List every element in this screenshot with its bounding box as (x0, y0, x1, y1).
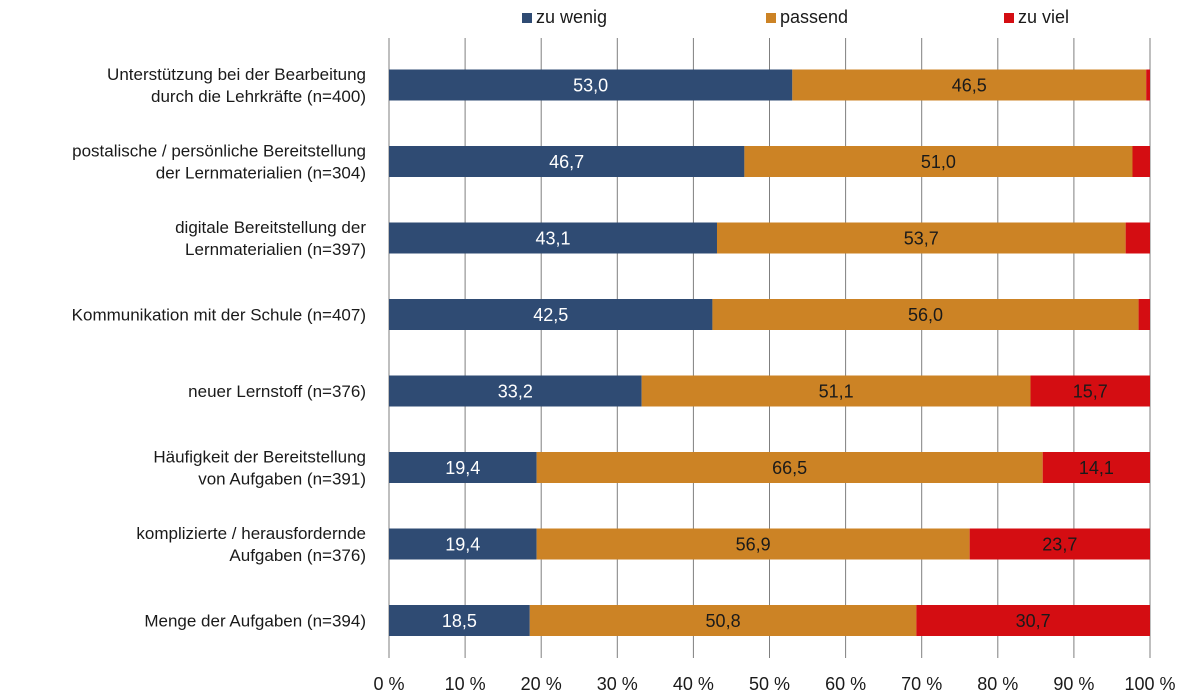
bars: 53,0 46,5 46,7 51,0 43,1 53,7 42,5 56,0 33,2 51,1… (389, 69, 1150, 636)
bar-segment (1138, 299, 1150, 330)
data-label: 18,5 (442, 611, 477, 631)
data-label: 19,4 (445, 535, 480, 555)
category-label: Kommunikation mit der Schule (n=407) (72, 306, 366, 325)
bar-segment (916, 605, 1150, 636)
legend-label: passend (780, 7, 848, 27)
data-label: 51,1 (819, 382, 854, 402)
bar-segment (389, 299, 713, 330)
bar-segment (1042, 452, 1150, 483)
legend-swatch (766, 13, 776, 23)
data-label: 14,1 (1079, 458, 1114, 478)
x-tick-label: 100 % (1124, 674, 1175, 694)
legend-label: zu wenig (536, 7, 607, 27)
category-label: neuer Lernstoff (n=376) (188, 382, 366, 401)
category-label: der Lernmaterialien (n=304) (156, 164, 366, 183)
x-tick-label: 40 % (673, 674, 714, 694)
x-tick-label: 80 % (977, 674, 1018, 694)
bar-segment (1030, 375, 1150, 407)
bar-segment (1125, 222, 1150, 254)
category-labels: Unterstützung bei der Bearbeitung durch d… (72, 65, 367, 631)
bar-segment (389, 69, 793, 101)
bar-segment (389, 528, 537, 560)
data-label: 56,0 (908, 305, 943, 325)
x-tick-label: 0 % (373, 674, 404, 694)
data-label: 15,7 (1073, 382, 1108, 402)
x-tick-label: 60 % (825, 674, 866, 694)
data-label: 23,7 (1042, 535, 1077, 555)
bar-segment (389, 452, 537, 483)
category-label: digitale Bereitstellung der (175, 218, 366, 237)
x-tick-label: 20 % (521, 674, 562, 694)
x-tick-label: 30 % (597, 674, 638, 694)
x-tick-label: 50 % (749, 674, 790, 694)
category-label: durch die Lehrkräfte (n=400) (151, 87, 366, 106)
data-label: 42,5 (533, 305, 568, 325)
bar-segment (536, 452, 1043, 483)
data-label: 50,8 (706, 611, 741, 631)
data-label: 51,0 (921, 152, 956, 172)
bar-segment (969, 528, 1150, 560)
legend-swatch (522, 13, 532, 23)
x-tick-label: 90 % (1053, 674, 1094, 694)
data-label: 46,7 (549, 152, 584, 172)
bar-segment (712, 299, 1139, 330)
bar-segment (389, 375, 642, 407)
legend-label: zu viel (1018, 7, 1069, 27)
category-label: komplizierte / herausfordernde (136, 524, 366, 543)
category-label: postalische / persönliche Bereitstellung (72, 142, 366, 161)
data-label: 53,7 (904, 229, 939, 249)
bar-segment (389, 146, 745, 177)
bar-segment (641, 375, 1031, 407)
category-label: Häufigkeit der Bereitstellung (153, 448, 366, 467)
data-label: 30,7 (1016, 611, 1051, 631)
x-tick-label: 10 % (445, 674, 486, 694)
x-tick-label: 70 % (901, 674, 942, 694)
data-label: 66,5 (772, 458, 807, 478)
legend: zu wenig passend zu viel (522, 7, 1069, 27)
data-label: 56,9 (736, 535, 771, 555)
category-label: Aufgaben (n=376) (229, 546, 366, 565)
data-label: 53,0 (573, 76, 608, 96)
category-label: von Aufgaben (n=391) (198, 470, 366, 489)
bar-segment (1146, 69, 1150, 101)
bar-segment (716, 222, 1126, 254)
gridlines (388, 38, 1151, 658)
bar-segment (529, 605, 917, 636)
bar-segment (536, 528, 970, 560)
category-label: Lernmaterialien (n=397) (185, 240, 366, 259)
data-label: 33,2 (498, 382, 533, 402)
bar-segment (792, 69, 1147, 101)
data-label: 46,5 (952, 76, 987, 96)
category-label: Menge der Aufgaben (n=394) (144, 612, 366, 631)
bar-segment (389, 222, 717, 254)
data-label: 43,1 (535, 229, 570, 249)
legend-swatch (1004, 13, 1014, 23)
category-label: Unterstützung bei der Bearbeitung (107, 65, 366, 84)
bar-segment (389, 605, 530, 636)
data-label: 19,4 (445, 458, 480, 478)
bar-segment (744, 146, 1133, 177)
x-axis-tick-labels: 0 % 10 % 20 % 30 % 40 % 50 % 60 % 70 % 80 % 90 % 1… (373, 674, 1175, 694)
bar-segment (1132, 146, 1150, 177)
